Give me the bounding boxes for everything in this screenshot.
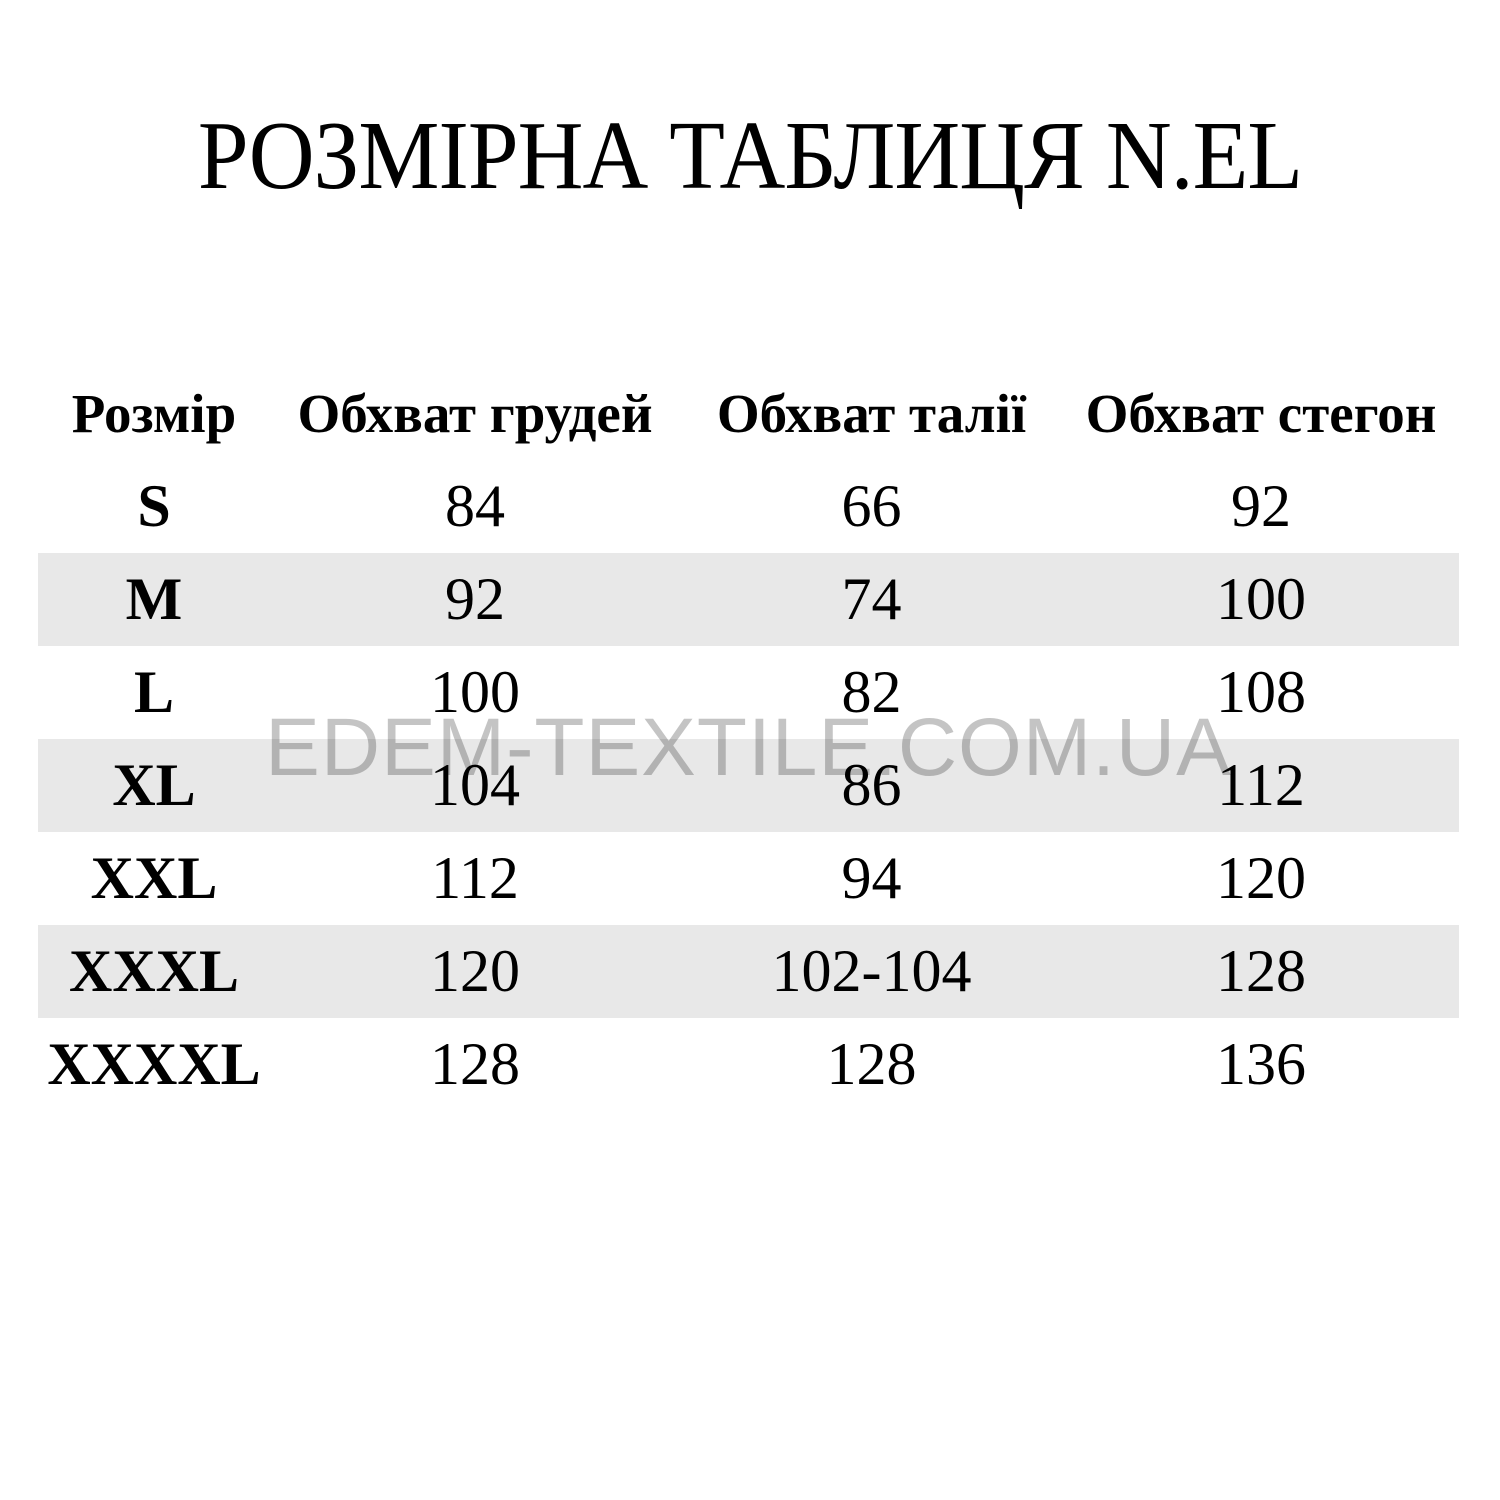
size-table: Розмір Обхват грудей Обхват талії Обхват… (38, 367, 1459, 1111)
size-label-cell: M (125, 566, 183, 632)
hips-value-cell: 100 (1216, 566, 1306, 632)
hips-value-cell: 108 (1216, 659, 1306, 725)
table-row: XXXXL 128 128 136 (38, 1018, 1459, 1111)
hips-value-cell: 128 (1216, 938, 1306, 1004)
size-label-cell: XXXXL (47, 1031, 261, 1097)
hips-value-cell: 112 (1217, 752, 1305, 818)
waist-value-cell: 66 (841, 473, 902, 539)
chest-value-cell: 128 (430, 1031, 520, 1097)
waist-value-cell: 74 (841, 566, 902, 632)
size-label-cell: S (137, 473, 171, 539)
hips-value-cell: 120 (1216, 845, 1306, 911)
column-header-size: Розмір (71, 383, 237, 444)
table-row: XXXL 120 102-104 128 (38, 925, 1459, 1018)
size-label-cell: XXL (90, 845, 218, 911)
size-label-cell: XXXL (68, 938, 239, 1004)
table-row: XXL 112 94 120 (38, 832, 1459, 925)
chest-value-cell: 120 (430, 938, 520, 1004)
chest-value-cell: 92 (445, 566, 505, 632)
column-header-waist: Обхват талії (716, 383, 1027, 444)
waist-value-cell: 102-104 (771, 938, 972, 1004)
size-label-cell: XL (112, 752, 196, 818)
hips-value-cell: 92 (1231, 473, 1291, 539)
table-header-row: Розмір Обхват грудей Обхват талії Обхват… (38, 367, 1459, 460)
column-header-hips: Обхват стегон (1085, 383, 1437, 444)
chest-value-cell: 112 (431, 845, 519, 911)
waist-value-cell: 86 (841, 752, 902, 818)
table-body: S 84 66 92 M 92 74 100 L 100 82 108 XL 1… (38, 460, 1459, 1111)
table-row: S 84 66 92 (38, 460, 1459, 553)
table-row: XL 104 86 112 (38, 739, 1459, 832)
hips-value-cell: 136 (1216, 1031, 1306, 1097)
chest-value-cell: 100 (430, 659, 520, 725)
waist-value-cell: 128 (826, 1031, 917, 1097)
chest-value-cell: 104 (430, 752, 520, 818)
table-row: L 100 82 108 (38, 646, 1459, 739)
table-row: M 92 74 100 (38, 553, 1459, 646)
chest-value-cell: 84 (445, 473, 505, 539)
waist-value-cell: 94 (841, 845, 902, 911)
column-header-chest: Обхват грудей (297, 383, 653, 444)
waist-value-cell: 82 (841, 659, 902, 725)
page-title: РОЗМІРНА ТАБЛИЦЯ N.EL (197, 102, 1303, 210)
size-label-cell: L (133, 659, 175, 725)
